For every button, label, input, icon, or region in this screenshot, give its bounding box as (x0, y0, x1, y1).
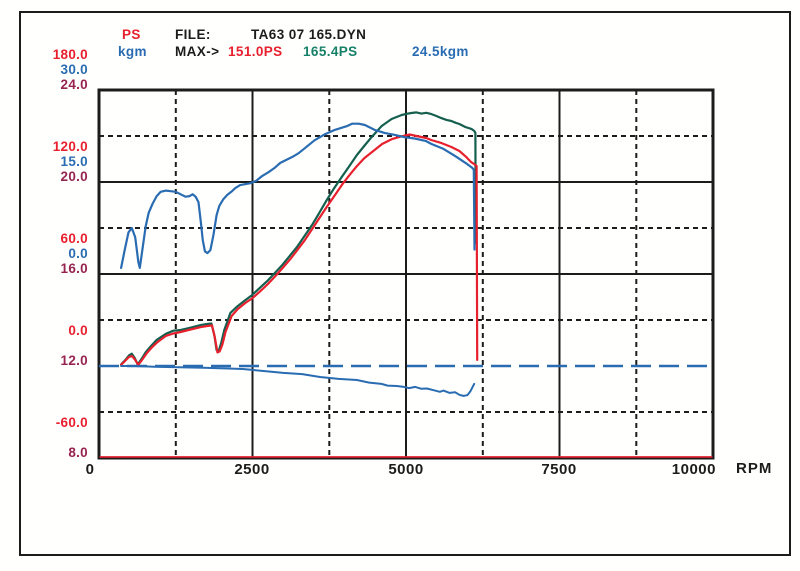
x-tick-7500: 7500 (541, 461, 577, 478)
y-label-af-8: 8.0 (68, 445, 88, 460)
max-label: MAX-> (175, 44, 220, 59)
x-tick-2500: 2500 (234, 461, 270, 478)
y-label-af-20: 20.0 (60, 169, 88, 184)
x-tick-0: 0 (85, 461, 95, 478)
y-label-kgm-30: 30.0 (60, 62, 88, 77)
max-ps-run2: 165.4PS (303, 44, 358, 59)
y-label-ps-60: 60.0 (60, 231, 88, 246)
y-label-ps-0: 0.0 (68, 323, 88, 338)
x-tick-10000: 10000 (671, 461, 716, 478)
y-label-af-24: 24.0 (60, 77, 88, 92)
file-label: FILE: (175, 27, 211, 42)
x-axis-unit-rpm: RPM (736, 460, 773, 477)
y-label-ps-180: 180.0 (52, 47, 88, 62)
x-tick-5000: 5000 (388, 461, 424, 478)
file-value: TA63 07 165.DYN (251, 27, 367, 42)
legend-kgm-label: kgm (118, 44, 147, 59)
max-kgm: 24.5kgm (412, 44, 469, 59)
y-label-af-16: 16.0 (60, 261, 88, 276)
max-ps-run1: 151.0PS (228, 44, 283, 59)
y-label-kgm-15: 15.0 (60, 154, 88, 169)
legend-ps-label: PS (122, 27, 141, 42)
y-label-kgm-0: 0.0 (68, 246, 88, 261)
y-label-ps-120: 120.0 (52, 139, 88, 154)
y-label-af-12: 12.0 (60, 353, 88, 368)
y-label-ps-neg60: -60.0 (55, 415, 88, 430)
outer-border (19, 11, 791, 556)
